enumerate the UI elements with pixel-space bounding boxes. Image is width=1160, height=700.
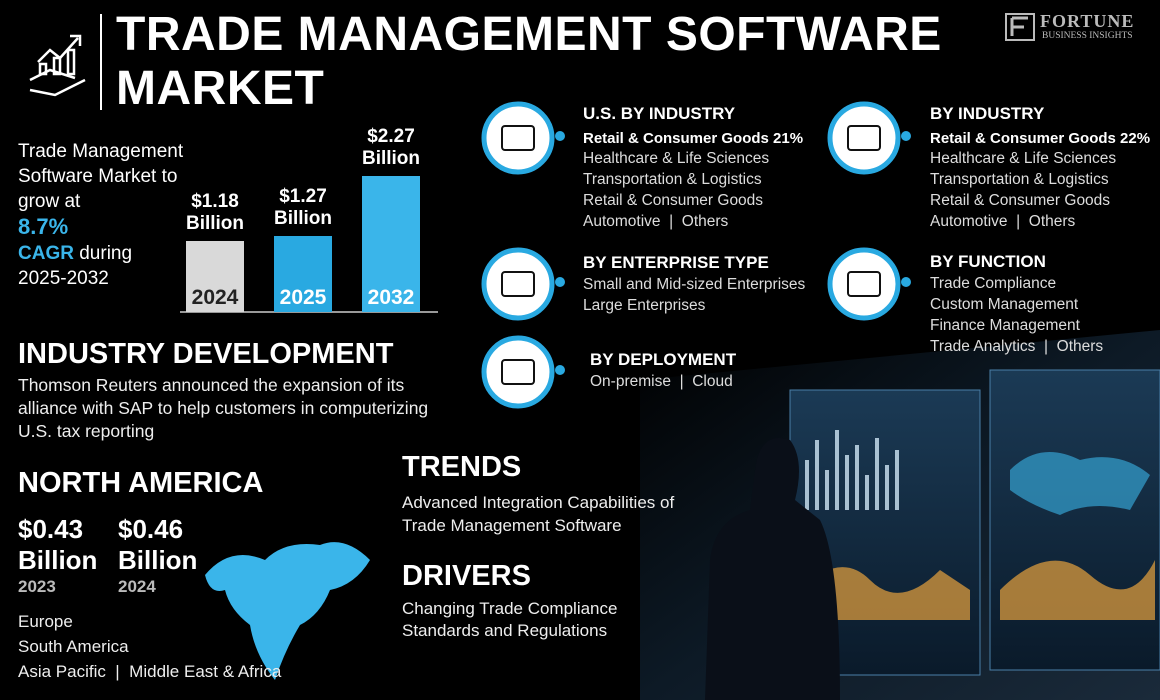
segment-item: Transportation & Logistics	[930, 171, 1109, 188]
value-label: $1.27 Billion	[273, 185, 333, 229]
section-title: NORTH AMERICA	[18, 467, 264, 499]
segment-icon	[501, 125, 535, 151]
bar	[186, 241, 244, 312]
region: South America	[18, 637, 129, 656]
segment-item: Automotive | Others	[583, 213, 729, 230]
during: during	[79, 243, 133, 264]
segment-title: BY ENTERPRISE TYPE	[583, 253, 769, 272]
segment-title: BY FUNCTION	[930, 252, 1046, 271]
segment-title: U.S. BY INDUSTRY	[583, 104, 736, 123]
segment-icon	[901, 277, 911, 287]
segment-item: Transportation & Logistics	[583, 171, 762, 188]
segment-item: Retail & Consumer Goods	[583, 192, 764, 209]
summary: Trade Management Software Market to grow…	[18, 139, 203, 291]
segment-icon	[481, 101, 555, 175]
development-text: Thomson Reuters announced the expansion …	[18, 375, 429, 441]
bar-category: 2032	[367, 286, 415, 309]
segment-item: Trade Analytics | Others	[930, 338, 1104, 355]
segment-icon	[827, 101, 901, 175]
segment-title: BY INDUSTRY	[930, 104, 1045, 123]
segment-title: BY DEPLOYMENT	[590, 350, 737, 369]
title: TRADE MANAGEMENT SOFTWARE MARKET	[116, 8, 942, 115]
segment-icon	[501, 271, 535, 297]
cagr-label: CAGR	[18, 243, 74, 264]
bar-category: 2024	[191, 286, 239, 309]
segment-icon	[555, 365, 565, 375]
segment-item: Finance Management	[930, 317, 1080, 334]
segment-item: Healthcare & Life Sciences	[930, 150, 1117, 167]
segment-icon	[827, 247, 901, 321]
segment-item: Automotive | Others	[930, 213, 1076, 230]
segment-item: Small and Mid-sized Enterprises	[583, 276, 806, 293]
period: 2025-2032	[18, 268, 109, 289]
summary-text: Trade Management Software Market to grow…	[18, 141, 184, 212]
logo: FORTUNE	[1040, 11, 1135, 31]
segment-icon	[555, 277, 565, 287]
stat-value: $0.43 Billion	[18, 514, 98, 575]
section-title: TRENDS	[402, 451, 522, 483]
segment-icon	[481, 247, 555, 321]
bar	[362, 175, 420, 312]
bar-category: 2025	[279, 286, 327, 309]
logo-sub: BUSINESS INSIGHTS	[1042, 31, 1133, 41]
segment-icon	[847, 271, 881, 297]
segment-icon	[901, 131, 911, 141]
north-america-map	[205, 542, 370, 680]
segment-icon	[847, 125, 881, 151]
section-title: DRIVERS	[402, 560, 531, 592]
segment-item: Healthcare & Life Sciences	[583, 150, 770, 167]
cagr: 8.7%	[18, 214, 69, 239]
segment-icon	[555, 131, 565, 141]
segment-item: On-premise | Cloud	[590, 373, 733, 390]
segment-item: Retail & Consumer Goods	[930, 192, 1111, 209]
trends-text: Advanced Integration Capabilities of Tra…	[402, 493, 675, 535]
segment-item: Large Enterprises	[583, 297, 706, 314]
value-label: $2.27 Billion	[361, 125, 421, 169]
segment-item: Trade Compliance	[930, 275, 1057, 292]
segment-icon	[481, 335, 555, 409]
stat-year: 2024	[118, 577, 156, 596]
bar	[274, 235, 332, 312]
region: Europe	[18, 612, 73, 631]
segment-highlight: Retail & Consumer Goods 21%	[583, 130, 804, 147]
region: Asia Pacific | Middle East & Africa	[18, 662, 282, 681]
section-title: INDUSTRY DEVELOPMENT	[18, 338, 394, 370]
segment-icon	[501, 359, 535, 385]
stat-value: $0.46 Billion	[118, 514, 198, 575]
drivers-text: Changing Trade Compliance Standards and …	[402, 599, 618, 640]
segment-item: Custom Management	[930, 296, 1079, 313]
segment-highlight: Retail & Consumer Goods 22%	[930, 130, 1151, 147]
value-label: $1.18 Billion	[185, 191, 245, 235]
stat-year: 2023	[18, 577, 56, 596]
